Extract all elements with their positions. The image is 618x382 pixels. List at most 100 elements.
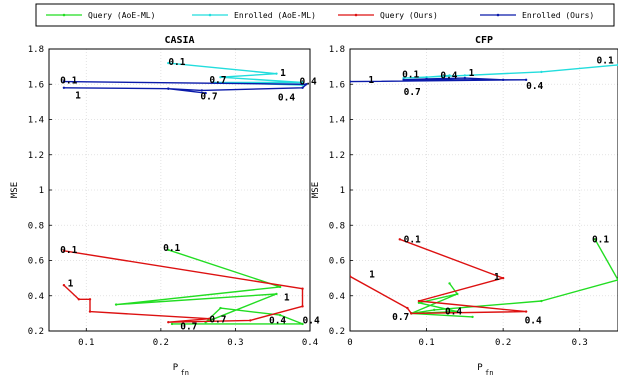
series-2-point-1: [501, 276, 505, 280]
axes-frame: [349, 48, 618, 332]
series-0-point-8: [170, 322, 174, 326]
y-tick-label-6: 1.4: [329, 116, 345, 126]
series-0-point-6: [448, 282, 451, 285]
y-tick-label-3: 0.8: [28, 221, 44, 231]
threshold-annotation-3: 0.7: [392, 312, 409, 323]
series-line-2: [63, 250, 304, 323]
y-tick-label-5: 1.2: [28, 151, 44, 161]
series-3-point-5: [501, 78, 505, 82]
series-1-point-2: [219, 76, 222, 79]
series-3-point-1: [524, 78, 528, 82]
series-0-point-3: [433, 308, 436, 312]
series-2-point-6: [88, 310, 92, 313]
series-3-point-5: [204, 91, 207, 95]
threshold-annotation-13: 0.4: [300, 77, 317, 88]
y-tick-label-2: 0.6: [329, 257, 345, 267]
y-tick-label-4: 1: [340, 186, 345, 196]
series-1-point-4: [425, 76, 428, 79]
series-2-point-6: [350, 275, 352, 278]
threshold-annotation-5: 0.4: [525, 315, 542, 326]
series-3-point-1: [305, 83, 308, 86]
legend: Query (AoE-ML) Enrolled (AoE-ML) Query (Ou…: [35, 3, 615, 27]
series-2-point-5: [406, 306, 409, 310]
series-0-point-3: [275, 292, 278, 296]
y-tick-label-0: 0.2: [28, 327, 44, 337]
y-axis-label: MSE: [311, 182, 321, 198]
chart-title: CFP: [475, 35, 493, 46]
y-tick-label-1: 0.4: [329, 292, 345, 302]
y-axis-label: MSE: [10, 182, 20, 198]
threshold-annotation-7: 0.1: [597, 55, 614, 66]
threshold-annotation-1: 1: [494, 272, 500, 283]
series-line-3: [350, 77, 527, 83]
series-3-point-7: [62, 86, 66, 89]
threshold-annotation-9: 0.4: [440, 70, 457, 81]
x-tick-label-0: 0: [347, 338, 352, 348]
legend-box: [35, 3, 615, 27]
series-3-point-0: [62, 80, 66, 83]
threshold-annotation-9: 1: [75, 91, 81, 102]
y-tick-label-7: 1.6: [28, 80, 44, 90]
x-tick-label-0: 0.1: [78, 338, 94, 348]
series-1-point-0: [167, 61, 170, 65]
series-2-point-2: [417, 299, 421, 303]
threshold-annotation-1: 1: [68, 278, 74, 289]
threshold-annotation-4: 0.7: [180, 322, 197, 333]
threshold-annotation-10: 1: [469, 68, 475, 79]
series-0-point-0: [593, 238, 597, 241]
x-tick-label-3: 0.4: [302, 338, 318, 348]
threshold-annotation-0: 0.1: [404, 234, 421, 245]
threshold-annotation-12: 0.7: [209, 75, 226, 86]
threshold-annotation-11: 1: [368, 75, 374, 86]
y-tick-label-2: 0.6: [28, 257, 44, 267]
x-axis-label: P: [173, 363, 179, 373]
x-axis-label-subscript: fn: [181, 369, 189, 377]
threshold-annotation-3: 1: [284, 293, 290, 304]
series-line-0: [410, 238, 618, 318]
threshold-annotation-14: 0.7: [200, 92, 217, 103]
series-3-point-4: [463, 76, 467, 80]
threshold-annotation-6: 0.4: [269, 315, 286, 326]
series-0-point-0: [167, 248, 170, 252]
series-line-0: [115, 249, 304, 325]
threshold-annotation-2: 0.1: [163, 243, 180, 254]
legend-label-0: Query (AoE-ML): [88, 11, 155, 20]
series-0-point-7: [456, 292, 459, 296]
series-1-point-3: [402, 76, 405, 80]
series-1-point-5: [448, 74, 451, 77]
series-3-point-2: [402, 78, 405, 82]
threshold-annotation-5: 0.7: [209, 315, 226, 326]
threshold-annotation-2: 1: [369, 270, 375, 281]
threshold-annotation-7: 0.4: [303, 315, 320, 326]
y-tick-label-8: 1.8: [329, 45, 345, 55]
threshold-annotation-12: 0.7: [404, 87, 421, 98]
y-tick-label-4: 1: [39, 186, 44, 196]
series-3-point-2: [301, 86, 304, 89]
legend-label-2: Query (Ours): [380, 11, 438, 20]
chart-panel-casia: 0.1 0.2 0.3 0.4 0.2 0.4 0.6 0.8 1 1.2 1.4 1.6 1.8 CAS…: [10, 35, 320, 377]
y-tick-label-8: 1.8: [28, 45, 44, 55]
legend-marker-2: [354, 13, 358, 17]
series-0-point-6: [278, 313, 282, 317]
series-2-point-4: [410, 312, 413, 315]
series-3-point-0: [350, 80, 352, 83]
threshold-annotation-10: 0.1: [168, 57, 185, 68]
y-tick-label-6: 1.4: [28, 116, 44, 126]
series-line-1: [402, 64, 618, 79]
chart-panel-cfp: 0 0.1 0.2 0.3 0.2 0.4 0.6 0.8 1 1.2 1.4 1.6 1.8 CFP MS…: [311, 35, 618, 377]
threshold-annotation-11: 1: [280, 68, 286, 79]
series-0-point-5: [219, 306, 222, 310]
series-0-point-8: [417, 301, 421, 304]
series-line-3: [63, 80, 307, 94]
series-2-point-7: [88, 298, 92, 301]
series-3-point-6: [167, 87, 170, 90]
threshold-annotation-0: 0.1: [60, 245, 77, 256]
x-axis-label-subscript: fn: [485, 369, 493, 377]
y-tick-label-5: 1.2: [329, 151, 345, 161]
threshold-annotation-15: 0.4: [278, 92, 295, 103]
series-1-point-1: [275, 72, 278, 75]
x-tick-label-1: 0.1: [418, 338, 434, 348]
chart-title: CASIA: [164, 35, 194, 46]
series-2-point-5: [208, 317, 211, 320]
